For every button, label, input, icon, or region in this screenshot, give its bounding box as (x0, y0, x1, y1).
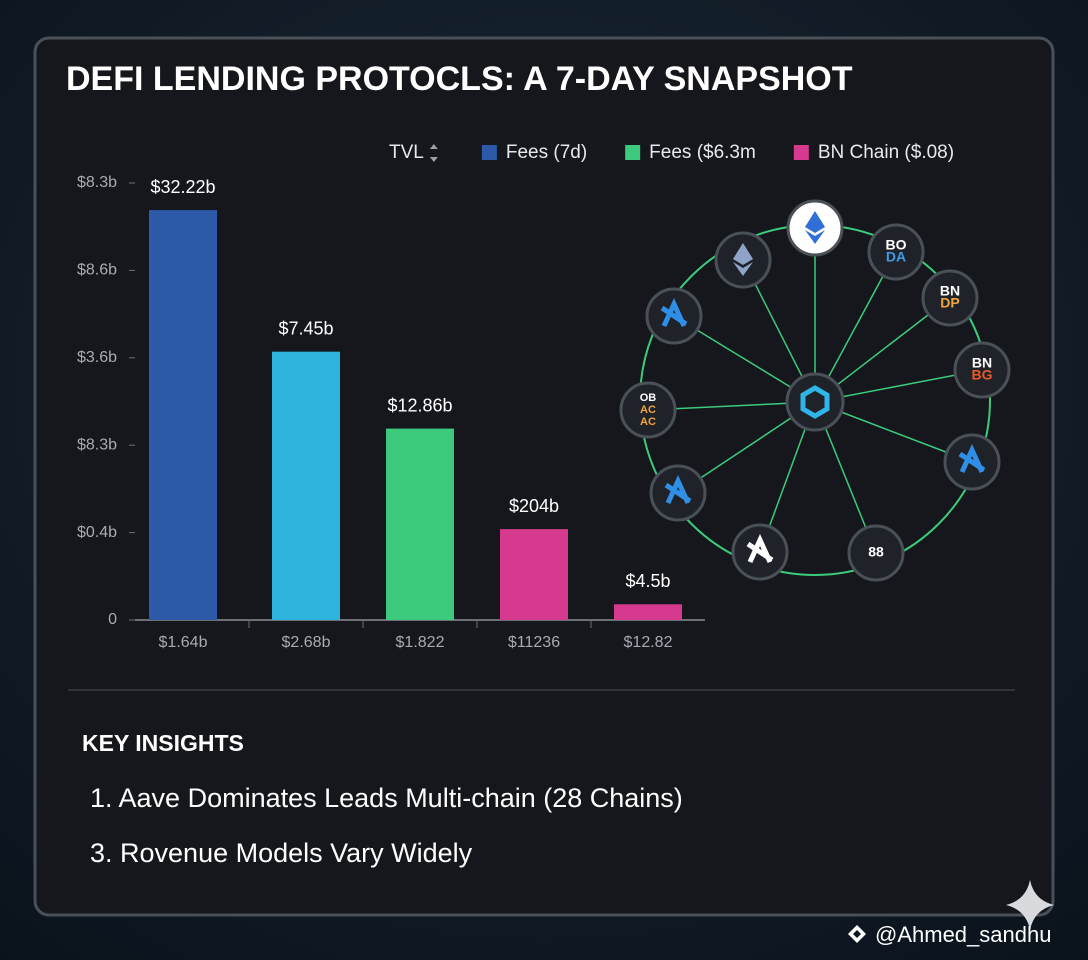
x-tick-label: $11236 (508, 634, 560, 651)
bar-annotation: $4.5b (625, 571, 670, 591)
hub-icon (800, 385, 830, 419)
protocol-node (619, 381, 677, 439)
hub-node (785, 372, 845, 432)
bar-annotation: $12.86b (387, 395, 452, 415)
bar (272, 351, 340, 620)
bar-annotation: $7.45b (278, 318, 333, 338)
node-label: 88 (868, 544, 884, 560)
eth-icon (733, 243, 753, 276)
node-label: AC (640, 416, 656, 428)
bar (500, 529, 568, 620)
x-tick-label: $2.68b (282, 634, 331, 651)
protocol-node (921, 269, 979, 327)
legend-swatch (793, 145, 809, 160)
card (33, 36, 1055, 917)
bar (386, 428, 454, 620)
y-tick-label: $8.3b (77, 174, 117, 191)
protocol-node (867, 223, 925, 281)
watermark: @Ahmed_sandhu (875, 922, 1051, 947)
logo-icon (958, 443, 986, 474)
protocol-node (847, 524, 905, 582)
bar-annotation: $204b (509, 496, 559, 516)
node-label: DP (940, 295, 959, 311)
y-tick-label: $3.6b (77, 349, 117, 366)
y-tick-label: $8.3b (77, 436, 117, 453)
y-tick-label: $8.6b (77, 262, 117, 279)
eth-icon (805, 211, 825, 244)
node-label: OB (640, 392, 657, 404)
x-tick-label: $12.82 (624, 634, 673, 651)
legend-label: BN Chain ($.08) (818, 142, 954, 163)
node-label: BG (972, 367, 993, 383)
x-tick-label: $1.64b (159, 634, 208, 651)
sort-icon (429, 144, 438, 162)
insight-item: 3. Rovenue Models Vary Widely (90, 838, 473, 868)
bar-annotation: $32.22b (150, 177, 215, 197)
legend-label: TVL (389, 142, 424, 163)
node-label: AC (640, 404, 656, 416)
legend-label: Fees ($6.3m (649, 142, 756, 163)
chart-title: DEFI LENDING PROTOCLS: A 7-DAY SNAPSHOT (66, 60, 853, 98)
logo-icon (664, 474, 692, 505)
y-tick-label: $0.4b (77, 524, 117, 541)
node-label: DA (886, 249, 906, 265)
sparkle-icon (1006, 880, 1054, 930)
logo-icon (660, 297, 688, 328)
node-label: BN (940, 283, 960, 299)
legend-swatch (481, 145, 497, 160)
legend-label: Fees (7d) (506, 142, 587, 163)
watermark-icon (848, 925, 866, 943)
bar-chart: 0 $0.4b $8.3b $3.6b $8.6b $8.3b $32.22b $1.64b $… (77, 142, 954, 651)
x-tick-label: $1.822 (396, 634, 445, 651)
bar (149, 210, 217, 620)
y-tick-label: 0 (108, 611, 117, 628)
insight-item: 1. Aave Dominates Leads Multi-chain (28 … (90, 783, 683, 813)
logo-icon (746, 533, 774, 564)
insights-heading: KEY INSIGHTS (82, 730, 244, 756)
legend-swatch (625, 145, 641, 160)
node-label: BN (972, 355, 992, 371)
protocol-node (953, 341, 1011, 399)
bar (614, 604, 682, 620)
node-label: BO (886, 237, 907, 253)
